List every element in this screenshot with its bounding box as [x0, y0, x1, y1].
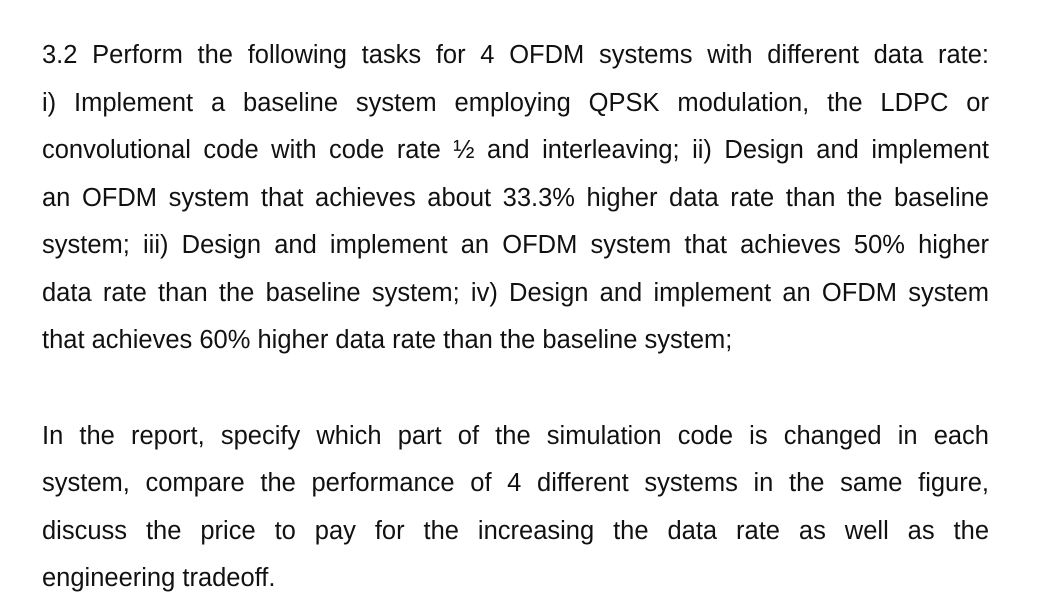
document-page: 3.2 Perform the following tasks for 4 OF… — [42, 32, 992, 603]
report-line-3: discuss the price to pay for the increas… — [42, 516, 989, 545]
paragraph-gap — [42, 365, 992, 413]
task-line-2: i) Implement a baseline system employing… — [42, 88, 989, 117]
task-line-3: convolutional code with code rate ½ and … — [42, 136, 989, 164]
task-paragraph: 3.2 Perform the following tasks for 4 OF… — [42, 32, 992, 365]
report-paragraph: In the report, specify which part of the… — [42, 413, 992, 603]
task-line-7: that achieves 60% higher data rate than … — [42, 326, 733, 354]
task-line-1: 3.2 Perform the following tasks for 4 OF… — [42, 41, 989, 69]
report-line-1: In the report, specify which part of the… — [42, 421, 989, 450]
task-line-4: an OFDM system that achieves about 33.3%… — [42, 183, 989, 212]
report-line-4: engineering tradeoff. — [42, 564, 276, 592]
task-line-6: data rate than the baseline system; iv) … — [42, 278, 989, 307]
report-line-2: system, compare the performance of 4 dif… — [42, 469, 989, 497]
task-line-5: system; iii) Design and implement an OFD… — [42, 231, 989, 259]
